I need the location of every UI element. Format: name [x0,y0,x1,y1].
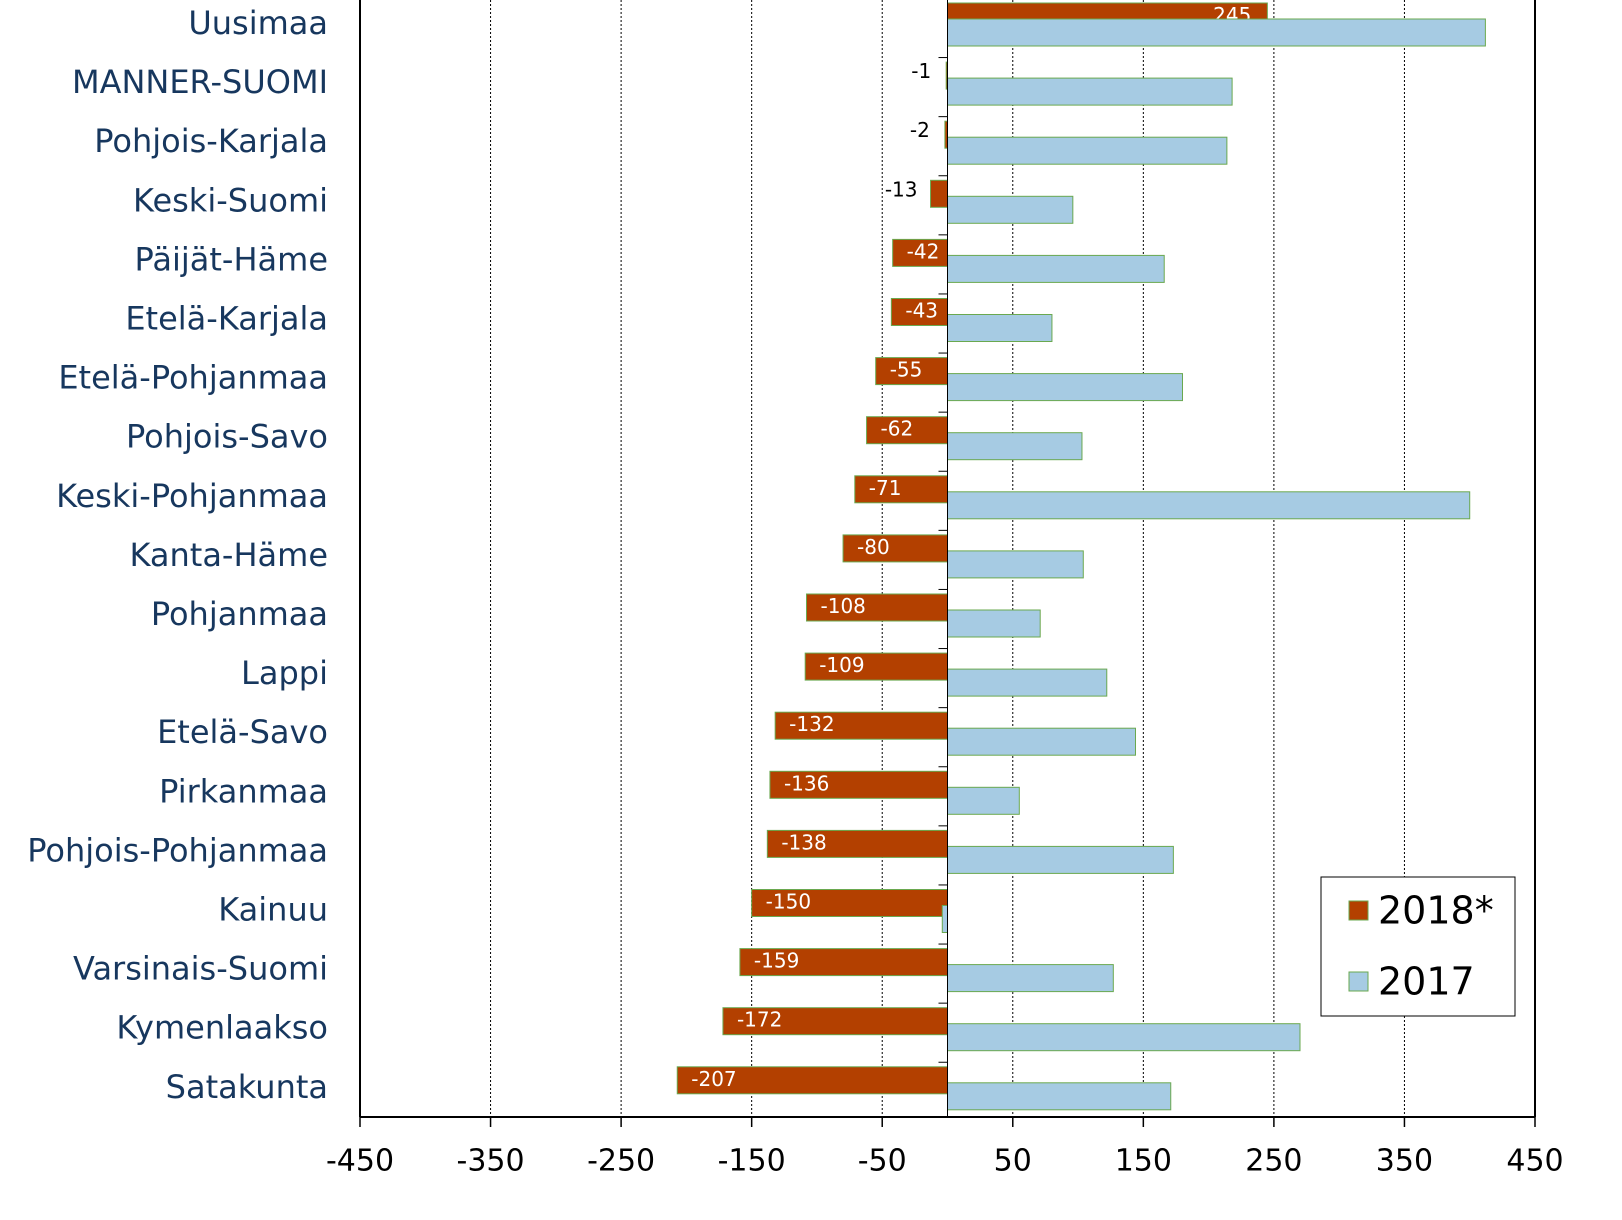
value-label: -2 [910,118,930,142]
bar [866,416,948,445]
bar [739,948,949,977]
x-tick-label: 250 [1245,1144,1302,1179]
bar [947,18,1486,47]
bar [947,136,1228,165]
category-label: Kanta-Häme [129,536,328,574]
value-label: -136 [784,771,829,795]
x-tick-label: -150 [718,1144,786,1179]
value-label: -172 [737,1008,782,1032]
legend-box [1320,876,1516,1017]
x-tick-label: 350 [1376,1144,1433,1179]
bar [751,889,949,917]
category-label: Etelä-Pohjanmaa [58,359,328,397]
bar [947,432,1083,461]
x-tick-label: -250 [587,1144,655,1179]
bar [892,238,949,267]
bar [947,845,1174,874]
value-label: -43 [905,299,938,323]
value-label: -150 [766,890,811,914]
x-tick-label: 150 [1115,1144,1172,1179]
x-tick-label: -350 [457,1144,525,1179]
category-label: MANNER-SUOMI [72,63,328,101]
x-tick-label: -450 [326,1144,394,1179]
category-label: Varsinais-Suomi [73,950,328,988]
bar [947,1023,1301,1052]
legend-swatch [1348,900,1369,921]
bar [854,475,948,504]
category-label: Kymenlaakso [116,1009,328,1047]
value-label: -55 [890,358,923,382]
value-label: -13 [885,177,918,201]
value-label: -159 [754,949,799,973]
bar [947,77,1233,106]
bar [947,609,1041,638]
bar [947,964,1114,993]
value-label: -138 [781,830,826,854]
category-label: Päijät-Häme [135,240,328,278]
category-label: Etelä-Karjala [125,300,328,338]
category-label: Pohjois-Pohjanmaa [27,831,328,869]
category-label: Pohjois-Savo [126,418,328,456]
legend-label: 2017 [1378,960,1475,1004]
value-label: -1 [911,59,931,83]
category-label: Keski-Suomi [133,181,328,219]
category-label: Uusimaa [188,4,328,42]
bar [806,593,948,622]
bar [930,179,948,208]
x-tick-label: -50 [858,1144,907,1179]
value-label: -108 [821,594,866,618]
value-label: -62 [881,417,914,441]
bar [774,711,949,740]
x-tick-label: 50 [994,1144,1032,1179]
value-label: -71 [869,476,902,500]
value-label: -207 [691,1067,736,1091]
bar [941,905,948,933]
bar [947,254,1165,283]
bar [875,357,949,386]
bar [947,314,1053,342]
value-label: -132 [789,712,834,736]
category-label: Kainuu [218,891,328,929]
bar [947,668,1108,697]
value-label: -80 [857,535,890,559]
bar [722,1007,949,1036]
category-label: Keski-Pohjanmaa [56,477,328,515]
value-label: -109 [819,653,864,677]
category-label: Pohjanmaa [151,595,328,633]
category-label: Lappi [241,654,328,692]
bar [890,298,948,326]
bar [766,829,948,858]
bar [947,491,1471,520]
legend-label: 2018* [1378,889,1494,933]
bar [947,550,1084,579]
bar [947,1082,1172,1111]
bar [947,786,1020,815]
legend-swatch [1348,971,1369,992]
category-label: Etelä-Savo [157,713,328,751]
category-label: Satakunta [166,1068,328,1106]
category-label: Pohjois-Karjala [94,122,328,160]
bar [804,652,949,681]
bar [947,373,1183,402]
bar [947,727,1136,756]
category-label: Pirkanmaa [159,772,328,810]
x-tick-label: 450 [1506,1144,1563,1179]
bar [676,1066,948,1095]
bar [947,195,1074,224]
value-label: -42 [907,239,940,263]
